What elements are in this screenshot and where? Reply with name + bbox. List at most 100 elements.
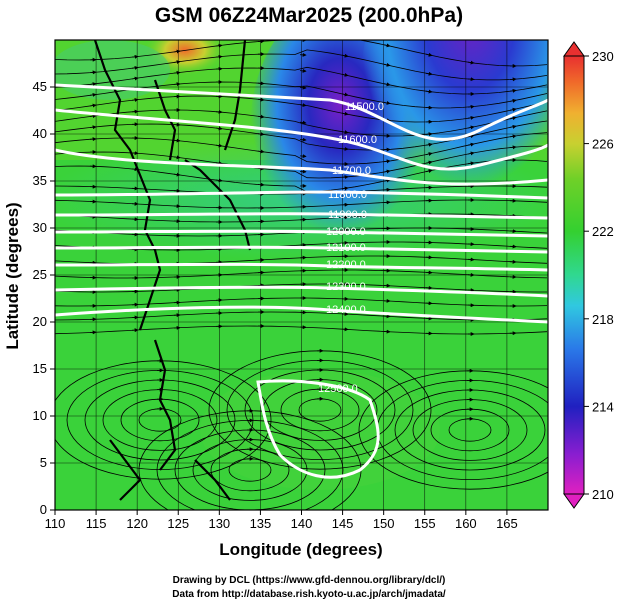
- wind-arrow: [341, 186, 349, 191]
- x-tick-label: 110: [45, 516, 66, 531]
- wind-arrow: [215, 43, 223, 48]
- wind-arrow: [341, 53, 349, 58]
- wind-arrow: [383, 100, 391, 105]
- plot-field: 11500.0 11600.0 11700.0 11800.0 11900.0 …: [55, 37, 548, 510]
- contour-label: 11900.0: [328, 209, 367, 221]
- x-axis-label: Longitude (degrees): [219, 540, 382, 559]
- credit-data: Data from http://database.rish.kyoto-u.a…: [172, 589, 446, 600]
- colorbar: 230 226 222 218 214 210: [563, 41, 614, 509]
- wind-arrow: [215, 161, 223, 166]
- wind-arrow: [509, 145, 517, 150]
- contour-labels: 11500.0 11600.0 11700.0 11800.0 11900.0 …: [318, 101, 384, 395]
- wind-arrow: [383, 169, 391, 174]
- wind-arrow: [425, 142, 433, 147]
- wind-arrow: [425, 169, 433, 174]
- x-tick-label: 160: [455, 516, 477, 531]
- wind-arrow: [342, 37, 348, 38]
- wind-arrow: [425, 160, 433, 165]
- wind-arrow: [467, 115, 475, 120]
- y-tick-label: 25: [33, 267, 47, 282]
- wind-arrow: [131, 65, 139, 70]
- wind-arrow: [383, 159, 391, 164]
- wind-arrow: [467, 142, 475, 147]
- wind-arrow: [173, 138, 181, 143]
- wind-arrow: [467, 134, 475, 139]
- wind-arrow: [299, 154, 307, 159]
- colorbar-tick-label: 214: [592, 399, 614, 414]
- wind-arrow: [341, 146, 349, 151]
- wind-arrow: [215, 143, 223, 148]
- colorbar-tick-label: 230: [592, 49, 614, 64]
- wind-arrow: [257, 166, 265, 171]
- contour-label: 12100.0: [326, 242, 366, 254]
- wind-arrow: [257, 114, 265, 119]
- wind-arrow: [89, 103, 97, 108]
- x-tick-label: 135: [250, 516, 272, 531]
- colorbar-tick-label: 210: [592, 487, 614, 502]
- wind-arrow: [467, 151, 475, 156]
- x-tick-label: 120: [126, 516, 148, 531]
- y-tick-label: 45: [33, 79, 47, 94]
- wind-arrow: [257, 132, 265, 137]
- x-tick-label: 140: [291, 516, 313, 531]
- wind-arrow: [131, 97, 139, 102]
- y-tick-label: 0: [40, 502, 47, 517]
- colorbar-top-arrow: [563, 41, 585, 57]
- contour-label: 11700.0: [332, 165, 371, 177]
- x-tick-label: 155: [414, 516, 436, 531]
- contour-label: 12000.0: [326, 226, 366, 238]
- wind-arrow: [173, 172, 181, 177]
- y-axis: 0 5 10 15 20 25 30 35 40 45: [33, 79, 55, 517]
- contour-label: 11500.0: [345, 101, 384, 113]
- wind-arrow: [425, 52, 433, 57]
- wind-arrow: [341, 175, 349, 180]
- x-tick-label: 150: [373, 516, 395, 531]
- wind-arrow: [341, 130, 349, 135]
- wind-arrow: [257, 97, 265, 102]
- x-tick-label: 145: [332, 516, 354, 531]
- wind-arrow: [131, 76, 139, 81]
- wind-arrow: [425, 71, 433, 76]
- colorbar-tick-label: 218: [592, 312, 614, 327]
- wind-arrow: [173, 49, 181, 54]
- x-tick-label: 130: [208, 516, 230, 531]
- wind-arrow: [383, 82, 391, 87]
- contour-label: 12200.0: [326, 259, 366, 271]
- wind-arrow: [215, 109, 223, 114]
- x-tick-label: 165: [496, 516, 518, 531]
- y-tick-label: 30: [33, 220, 47, 235]
- wind-arrow: [509, 107, 517, 112]
- y-tick-label: 35: [33, 173, 47, 188]
- wind-arrow: [299, 120, 307, 125]
- wind-arrow: [173, 82, 181, 87]
- wind-arrow: [131, 54, 139, 59]
- contour-label: 12500.0: [318, 383, 358, 395]
- wind-arrow: [89, 125, 97, 130]
- wind-arrow: [509, 124, 517, 129]
- wind-arrow: [173, 60, 181, 65]
- wind-arrow: [215, 126, 223, 131]
- y-tick-label: 10: [33, 408, 47, 423]
- contour-label: 12300.0: [326, 281, 366, 293]
- y-tick-label: 5: [40, 455, 47, 470]
- colorbar-scale: [563, 55, 585, 495]
- wind-arrow: [425, 152, 433, 156]
- wind-arrow: [467, 104, 475, 109]
- wind-arrow: [425, 89, 433, 94]
- wind-arrow: [425, 132, 433, 137]
- wind-arrow: [89, 114, 97, 119]
- wind-arrow: [257, 149, 265, 154]
- contour-label: 12400.0: [326, 304, 366, 316]
- wind-arrow: [299, 68, 307, 73]
- wind-arrow: [299, 85, 307, 90]
- y-tick-label: 40: [33, 126, 47, 141]
- wind-arrow: [215, 178, 223, 183]
- contour-label: 11600.0: [338, 134, 377, 146]
- wind-arrow: [299, 103, 307, 108]
- wind-arrow: [383, 43, 391, 48]
- height-contours: [55, 83, 548, 479]
- wind-arrow: [341, 72, 349, 77]
- wind-arrow: [215, 54, 223, 59]
- colorbar-tick-label: 222: [592, 224, 614, 239]
